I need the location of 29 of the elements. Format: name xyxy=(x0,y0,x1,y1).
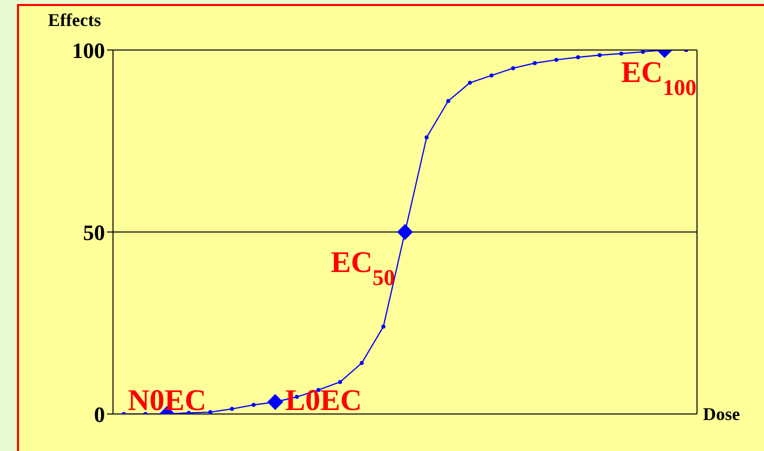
annotation: EC$_{100}$ xyxy=(621,56,697,100)
point xyxy=(338,380,342,384)
annotation: N0EC xyxy=(128,384,206,417)
point xyxy=(640,50,645,54)
point xyxy=(532,61,537,66)
point xyxy=(267,394,284,410)
x-axis-title: Dose xyxy=(703,404,740,424)
y-tick-label: 0 xyxy=(94,402,105,427)
point xyxy=(619,52,624,56)
point xyxy=(252,402,256,407)
point xyxy=(230,406,234,411)
y-tick-label: 50 xyxy=(83,220,105,245)
point xyxy=(598,53,602,58)
point xyxy=(511,66,516,70)
point xyxy=(554,58,558,62)
point xyxy=(397,224,413,240)
point xyxy=(424,135,429,140)
point xyxy=(381,324,386,329)
point xyxy=(208,410,212,414)
point xyxy=(186,410,191,414)
point xyxy=(446,98,450,103)
annotation: L0EC xyxy=(285,384,362,417)
point xyxy=(576,55,580,60)
point xyxy=(490,73,494,78)
point xyxy=(360,361,364,366)
annotation: EC$_{50}$ xyxy=(330,246,395,290)
y-tick-label: 100 xyxy=(72,38,105,63)
y-axis-title: Effects xyxy=(48,10,101,30)
point xyxy=(468,80,472,85)
